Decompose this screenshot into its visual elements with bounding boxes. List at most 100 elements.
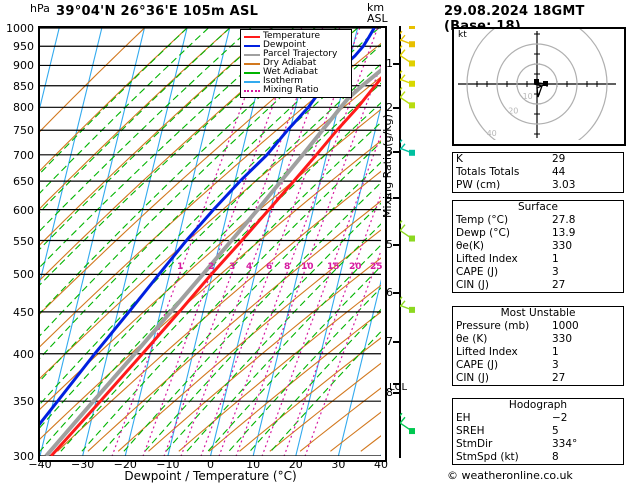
- legend-swatch: [244, 53, 260, 56]
- hodograph-point: [543, 81, 548, 86]
- altitude-unit-line1: km: [367, 1, 385, 14]
- wind-barb-canvas: [395, 7, 415, 435]
- legend-item-mixing-ratio: Mixing Ratio: [244, 86, 348, 95]
- pressure-tick-1000: 1000: [6, 22, 34, 35]
- table-title: Most Unstable: [500, 307, 576, 319]
- hodograph-point: [534, 79, 539, 84]
- wind-barb: [395, 45, 415, 67]
- table-row-key: Dewp (°C): [456, 227, 510, 239]
- table-row-value: 27.8: [552, 214, 576, 226]
- mixing-ratio-label-1: 1: [177, 262, 184, 272]
- mixing-ratio-label-20: 20: [349, 262, 362, 272]
- altitude-unit-label: km ASL: [367, 2, 388, 24]
- wind-barb-column: [395, 7, 434, 458]
- legend-item-dewpoint: Dewpoint: [244, 41, 348, 50]
- hodograph-ring-label-40: 40: [487, 129, 497, 138]
- hodograph-canvas: 10 20 40: [458, 13, 616, 155]
- table-row-value: 1000: [552, 320, 579, 332]
- hodograph-ring-label-20: 20: [508, 107, 518, 116]
- indices-table: K 29 Totals Totals 44 PW (cm) 3.03: [452, 152, 624, 193]
- table-row: Pressure (mb) 1000: [453, 320, 623, 333]
- temperature-tick--10: −10: [156, 458, 180, 471]
- x-axis-title: Dewpoint / Temperature (°C): [124, 469, 297, 483]
- station-coordinates-label: 39°04'N 26°36'E 105m ASL: [56, 4, 259, 19]
- table-row: EH −2: [453, 412, 623, 425]
- table-row-key: CAPE (J): [456, 359, 499, 371]
- legend-label: Mixing Ratio: [263, 85, 319, 95]
- table-row-key: K: [456, 153, 463, 165]
- wind-barb: [395, 412, 415, 435]
- table-title: Hodograph: [508, 399, 568, 411]
- table-row: Lifted Index 1: [453, 253, 623, 266]
- pressure-tick-300: 300: [13, 450, 34, 463]
- pressure-tick-400: 400: [13, 347, 34, 361]
- legend-swatch: [244, 89, 260, 92]
- table-row-value: 29: [552, 153, 566, 165]
- altitude-tick-mark-2: [393, 106, 400, 109]
- table-row-key: CAPE (J): [456, 266, 499, 278]
- table-row-value: 3.03: [552, 179, 576, 191]
- copyright-credit: © weatheronline.co.uk: [447, 469, 573, 482]
- hodograph-plot[interactable]: kt 10 20 40: [452, 13, 626, 155]
- legend-swatch: [244, 62, 260, 65]
- table-row: PW (cm) 3.03: [453, 179, 623, 192]
- mixing-ratio-label-8: 8: [284, 262, 291, 272]
- table-row: CAPE (J) 3: [453, 359, 623, 372]
- temperature-tick-40: 40: [374, 458, 388, 471]
- mixing-ratio-label-10: 10: [301, 262, 314, 272]
- altitude-tick-1: 1: [386, 56, 393, 70]
- altitude-tick-mark-1: [393, 62, 400, 65]
- legend: Temperature Dewpoint Parcel Trajectory Dry …: [240, 29, 352, 98]
- legend-swatch: [244, 71, 260, 74]
- pressure-tick-450: 450: [13, 305, 34, 319]
- table-row: θe(K) 330: [453, 240, 623, 253]
- lcl-tick-mark: [393, 383, 400, 385]
- altitude-tick-5: 5: [386, 237, 393, 251]
- altitude-unit-line2: ASL: [367, 12, 388, 25]
- pressure-tick-550: 550: [13, 234, 34, 248]
- pressure-tick-950: 950: [13, 40, 34, 54]
- table-row: SREH 5: [453, 425, 623, 438]
- table-row: CIN (J) 27: [453, 372, 623, 385]
- mixing-ratio-label-4: 4: [246, 262, 253, 272]
- table-row-value: 1: [552, 346, 559, 358]
- pressure-tick-850: 850: [13, 79, 34, 93]
- hodograph-ring-label-10: 10: [523, 92, 533, 101]
- legend-swatch: [244, 80, 260, 83]
- legend-label: Wet Adiabat: [263, 67, 318, 77]
- wind-barb: [395, 139, 415, 156]
- altitude-tick-3: 3: [386, 145, 393, 159]
- table-row-value: −2: [552, 412, 568, 424]
- table-row: CAPE (J) 3: [453, 266, 623, 279]
- hodograph-unit-label: kt: [458, 30, 467, 40]
- hodograph-stats-table: Hodograph EH −2 SREH 5 StmDir 334° StmSpd (kt) 8: [452, 398, 624, 465]
- legend-label: Temperature: [263, 31, 321, 41]
- skewt-diagram[interactable]: [38, 26, 387, 462]
- pressure-unit-label: hPa: [30, 2, 50, 15]
- table-row-value: 330: [552, 240, 573, 252]
- wind-barb: [395, 7, 415, 29]
- table-row-value: 3: [552, 359, 559, 371]
- table-row-key: PW (cm): [456, 179, 501, 191]
- wind-barb: [395, 220, 415, 242]
- altitude-tick-mark-8: [393, 392, 400, 395]
- altitude-axis-line: [399, 26, 401, 458]
- legend-item-isotherm: Isotherm: [244, 77, 348, 86]
- table-row: Dewp (°C) 13.9: [453, 227, 623, 240]
- legend-item-temperature: Temperature: [244, 32, 348, 41]
- mixing-ratio-label-6: 6: [266, 262, 273, 272]
- table-title: Surface: [517, 201, 558, 213]
- table-row-key: CIN (J): [456, 372, 489, 384]
- temperature-tick-0: 0: [207, 458, 214, 471]
- table-row-value: 334°: [552, 438, 578, 450]
- legend-label: Dewpoint: [263, 40, 306, 50]
- mixing-ratio-label-25: 25: [370, 262, 383, 272]
- table-row-key: SREH: [456, 425, 485, 437]
- table-row-value: 3: [552, 266, 559, 278]
- pressure-tick-650: 650: [13, 175, 34, 189]
- table-row-value: 5: [552, 425, 559, 437]
- table-row: CIN (J) 27: [453, 279, 623, 292]
- table-row-key: θe(K): [456, 240, 484, 252]
- profile-parcel-trajectory: [44, 67, 381, 456]
- table-row-value: 13.9: [552, 227, 576, 239]
